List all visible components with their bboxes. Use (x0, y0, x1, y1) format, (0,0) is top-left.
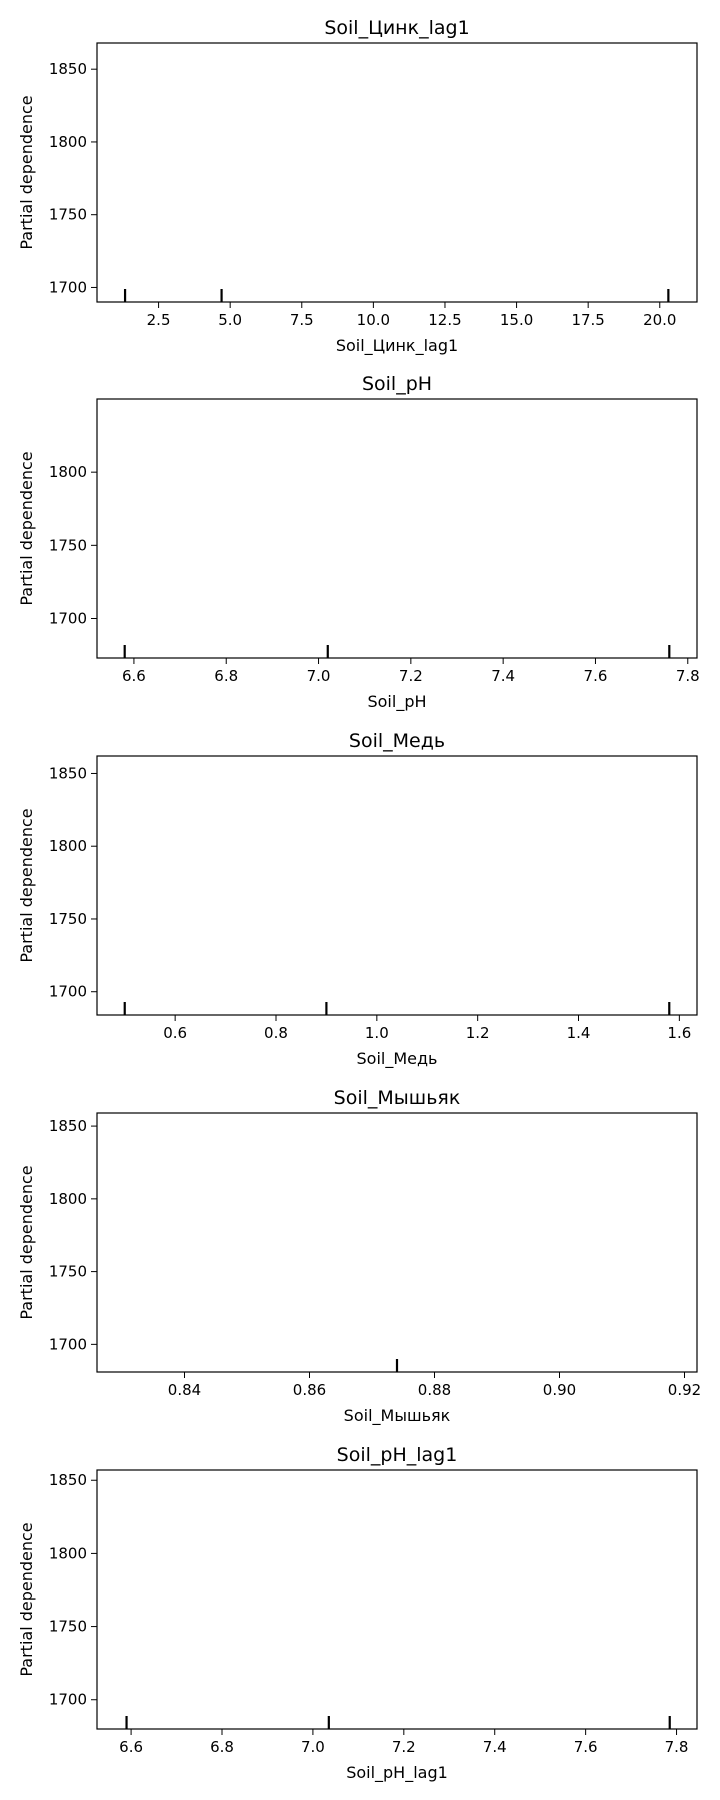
x-tick-label: 7.4 (483, 1738, 507, 1756)
chart-title: Soil_Медь (349, 730, 445, 752)
x-tick-label: 1.0 (365, 1024, 389, 1042)
y-tick-label: 1700 (49, 1691, 87, 1709)
x-tick-label: 1.6 (667, 1024, 691, 1042)
y-tick-label: 1800 (49, 837, 87, 855)
x-tick-label: 7.8 (676, 667, 700, 685)
x-tick-label: 7.2 (392, 1738, 416, 1756)
x-tick-label: 7.0 (307, 667, 331, 685)
x-tick-label: 1.2 (466, 1024, 490, 1042)
y-tick-label: 1800 (49, 463, 87, 481)
x-axis-label: Soil_pH (367, 692, 426, 712)
chart-title: Soil_Мышьяк (334, 1087, 461, 1109)
y-tick-label: 1700 (49, 278, 87, 296)
axes-frame (96, 755, 698, 1016)
x-tick-label: 0.92 (668, 1381, 701, 1399)
x-axis-label: Soil_Мышьяк (344, 1406, 451, 1426)
y-axis-label: Partial dependence (17, 451, 36, 605)
chart-title: Soil_pH (362, 373, 432, 395)
y-tick-label: 1750 (49, 536, 87, 554)
x-tick-label: 6.6 (122, 667, 146, 685)
x-tick-label: 0.6 (163, 1024, 187, 1042)
y-tick-label: 1750 (49, 910, 87, 928)
x-tick-label: 7.6 (584, 667, 608, 685)
y-tick-label: 1700 (49, 609, 87, 627)
y-tick-label: 1850 (49, 764, 87, 782)
x-axis-label: Soil_Медь (357, 1049, 438, 1069)
chart-title: Soil_Цинк_lag1 (324, 17, 469, 39)
x-tick-label: 0.84 (168, 1381, 201, 1399)
x-tick-label: 2.5 (147, 311, 171, 329)
x-tick-label: 7.2 (399, 667, 423, 685)
chart-title: Soil_pH_lag1 (337, 1444, 458, 1466)
x-tick-label: 7.4 (491, 667, 515, 685)
x-tick-label: 15.0 (500, 311, 533, 329)
x-tick-label: 7.6 (574, 1738, 598, 1756)
x-tick-label: 0.86 (293, 1381, 326, 1399)
x-tick-label: 0.90 (543, 1381, 576, 1399)
x-tick-label: 12.5 (428, 311, 461, 329)
x-tick-label: 6.8 (210, 1738, 234, 1756)
x-tick-label: 10.0 (357, 311, 390, 329)
axes-frame (96, 1469, 698, 1730)
axes-frame (96, 398, 698, 659)
x-tick-label: 6.8 (214, 667, 238, 685)
y-tick-label: 1850 (49, 1117, 87, 1135)
x-axis-label: Soil_Цинк_lag1 (336, 336, 458, 356)
x-tick-label: 7.0 (301, 1738, 325, 1756)
x-tick-label: 6.6 (119, 1738, 143, 1756)
y-axis-label: Partial dependence (17, 95, 36, 249)
y-tick-label: 1700 (49, 983, 87, 1001)
axes-frame (96, 1112, 698, 1373)
x-tick-label: 5.0 (218, 311, 242, 329)
x-tick-label: 7.8 (665, 1738, 689, 1756)
y-tick-label: 1750 (49, 1263, 87, 1281)
x-tick-label: 0.8 (264, 1024, 288, 1042)
x-tick-label: 17.5 (571, 311, 604, 329)
x-tick-label: 7.5 (290, 311, 314, 329)
y-tick-label: 1700 (49, 1335, 87, 1353)
y-axis-label: Partial dependence (17, 1522, 36, 1676)
x-tick-label: 0.88 (418, 1381, 451, 1399)
y-axis-label: Partial dependence (17, 1165, 36, 1319)
y-axis-label: Partial dependence (17, 808, 36, 962)
x-tick-label: 1.4 (567, 1024, 591, 1042)
y-tick-label: 1800 (49, 133, 87, 151)
y-tick-label: 1800 (49, 1190, 87, 1208)
y-tick-label: 1850 (49, 1471, 87, 1489)
y-tick-label: 1850 (49, 60, 87, 78)
y-tick-label: 1750 (49, 1618, 87, 1636)
y-tick-label: 1800 (49, 1544, 87, 1562)
y-tick-label: 1750 (49, 206, 87, 224)
axes-frame (96, 42, 698, 303)
x-axis-label: Soil_pH_lag1 (346, 1763, 448, 1783)
x-tick-label: 20.0 (643, 311, 676, 329)
